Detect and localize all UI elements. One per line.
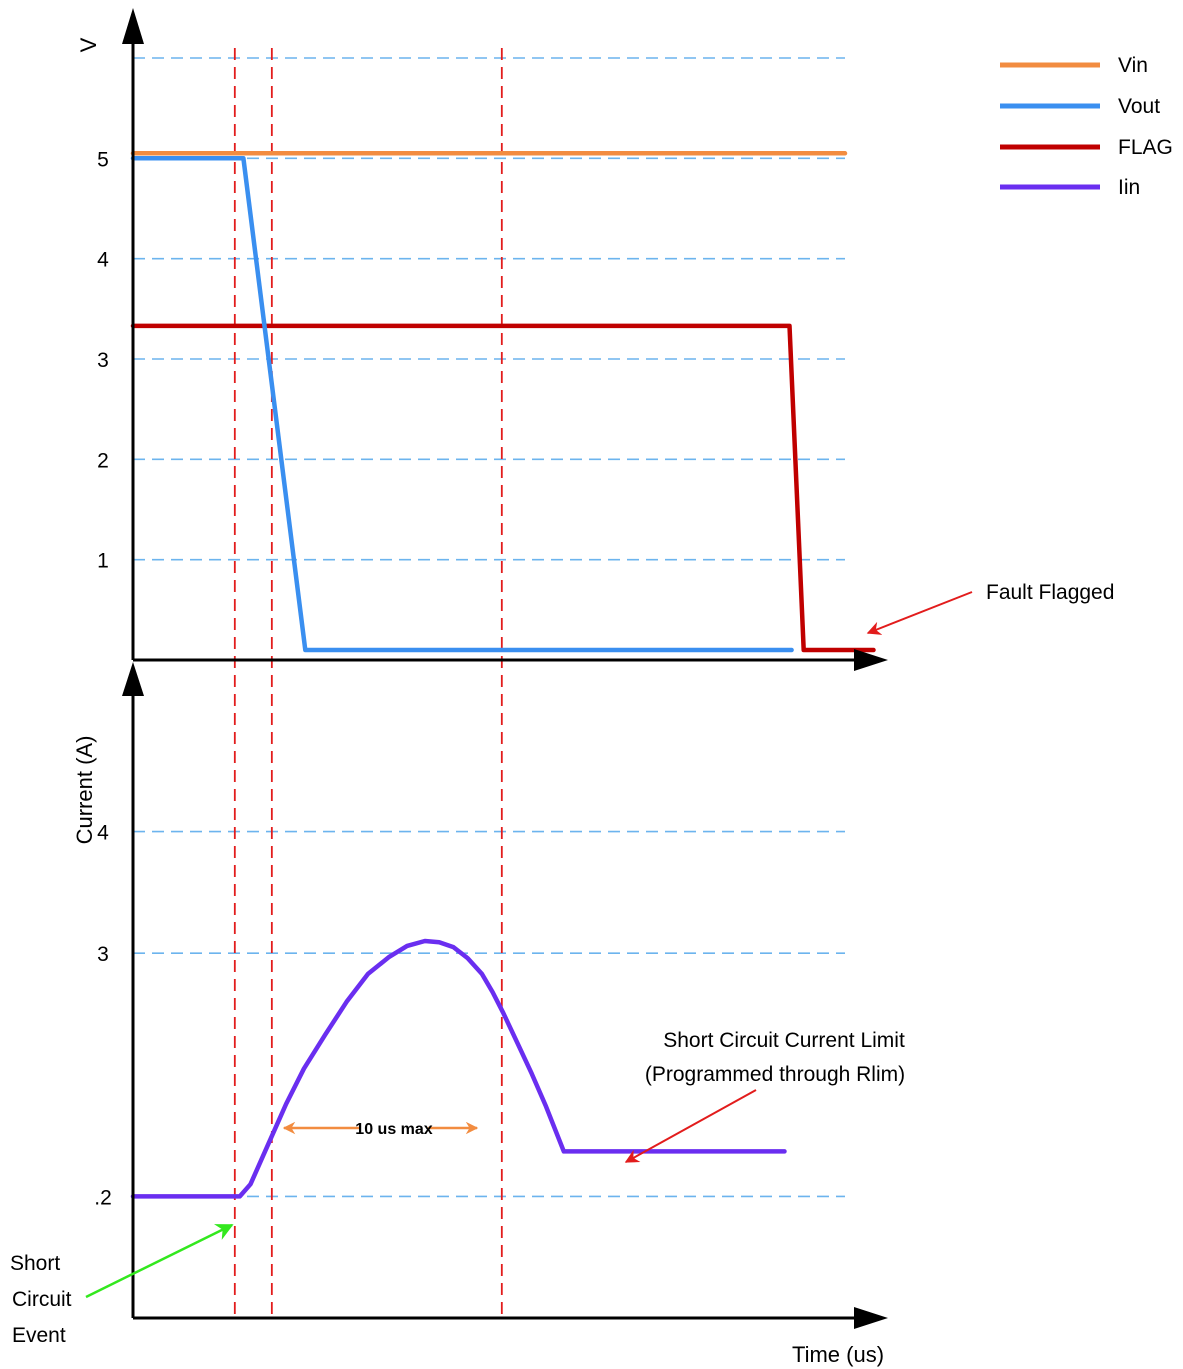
legend-entry-flag: FLAG [1000,136,1173,159]
current-x-axis-arrowhead [854,1307,888,1329]
voltage-tick-label: 1 [97,550,109,573]
fault-flagged-arrow [866,591,973,635]
short-circuit-event-label-2: Circuit [12,1288,72,1311]
legend-label-vin: Vin [1118,54,1148,77]
legend-entry-iin: Iin [1000,176,1140,199]
legend-entry-vin: Vin [1000,54,1148,77]
fault-flagged-label: Fault Flagged [986,581,1114,604]
duration-label: 10 us max [355,1121,432,1138]
short-circuit-event-label-3: Event [12,1324,66,1347]
axes [122,8,888,1329]
series-line-iin [130,938,787,1199]
current-tick-label: .2 [94,1186,112,1209]
voltage-axis-title: V [76,37,101,52]
voltage-tick-label: 2 [97,449,109,472]
current-limit-label-1: Short Circuit Current Limit [663,1029,905,1052]
current-tick-label: 4 [97,822,109,845]
annotation-short-circuit-event: Short Circuit Event [10,1223,234,1347]
tick-labels: 1 2 3 4 5 .2 3 4 [94,148,112,1209]
legend-label-flag: FLAG [1118,136,1173,159]
voltage-x-axis-arrowhead [854,649,888,671]
series-line-flag [130,323,876,653]
current-limit-label-2: (Programmed through Rlim) [645,1063,905,1086]
annotation-duration: 10 us max [282,1121,479,1138]
legend-label-vout: Vout [1118,95,1160,118]
short-circuit-event-arrow [85,1223,234,1299]
current-limit-arrow [624,1089,757,1163]
legend-entry-vout: Vout [1000,95,1160,118]
voltage-y-axis-arrowhead [122,8,144,44]
series-line-vout [130,156,794,653]
annotation-fault-flagged: Fault Flagged [866,581,1114,635]
event-lines [233,48,503,1318]
current-tick-label: 3 [97,943,109,966]
x-axis-title: Time (us) [792,1342,884,1367]
legend-label-iin: Iin [1118,176,1140,199]
current-axis-title: Current (A) [72,736,97,845]
series-layer [130,151,876,1199]
voltage-tick-label: 3 [97,349,109,372]
voltage-tick-label: 5 [97,148,109,171]
current-y-axis-arrowhead [122,662,144,696]
annotation-current-limit: Short Circuit Current Limit (Programmed … [624,1029,905,1163]
voltage-tick-label: 4 [97,249,109,272]
grid-layer [133,57,845,1198]
short-circuit-event-label-1: Short [10,1252,60,1275]
legend: Vin Vout FLAG Iin [1000,54,1173,199]
